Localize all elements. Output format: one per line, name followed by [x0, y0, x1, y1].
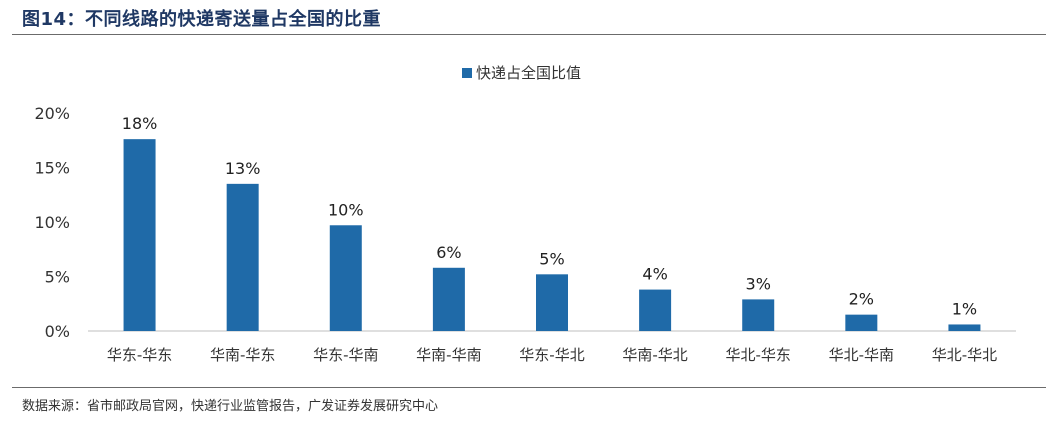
bar	[845, 314, 878, 331]
x-tick-label: 华北-华东	[726, 346, 791, 364]
bars	[123, 139, 981, 331]
source-note: 数据来源：省市邮政局官网，快递行业监管报告，广发证券发展研究中心	[22, 399, 439, 414]
x-tick-label: 华东-华东	[107, 346, 172, 364]
bar	[226, 183, 259, 331]
bar	[432, 267, 465, 331]
x-tick-label: 华南-华北	[622, 346, 687, 364]
y-tick-label: 10%	[34, 213, 70, 232]
x-tick-label: 华北-华南	[829, 346, 894, 364]
y-axis: 0% 5% 10% 15% 20%	[34, 104, 70, 341]
bar	[948, 324, 981, 331]
data-label: 1%	[952, 299, 977, 318]
legend-label: 快递占全国比值	[476, 64, 581, 82]
chart-legend: 快递占全国比值	[462, 64, 581, 82]
x-tick-label: 华南-华南	[416, 346, 481, 364]
bar	[123, 139, 156, 331]
bar	[329, 225, 362, 331]
y-tick-label: 0%	[45, 322, 70, 341]
data-label: 2%	[849, 290, 874, 309]
legend-swatch	[462, 68, 472, 78]
data-labels: 18% 13% 10% 6% 5% 4% 3% 2% 1%	[122, 114, 977, 318]
y-tick-label: 5%	[45, 268, 70, 287]
data-label: 3%	[746, 274, 771, 293]
bar	[536, 274, 568, 331]
bar	[639, 289, 672, 331]
y-tick-label: 15%	[34, 159, 70, 178]
data-label: 5%	[539, 249, 564, 268]
top-divider	[12, 34, 1046, 35]
data-label: 4%	[642, 265, 667, 284]
bar	[742, 299, 775, 331]
x-tick-label: 华东-华南	[313, 346, 378, 364]
x-tick-label: 华东-华北	[519, 346, 584, 364]
data-label: 10%	[328, 200, 364, 219]
data-label: 13%	[225, 159, 261, 178]
y-tick-label: 20%	[34, 104, 70, 123]
data-label: 18%	[122, 114, 158, 133]
x-tick-label: 华北-华北	[932, 346, 997, 364]
x-tick-label: 华南-华东	[210, 346, 275, 364]
figure-title: 图14：不同线路的快递寄送量占全国的比重	[22, 9, 382, 30]
x-axis: 华东-华东 华南-华东 华东-华南 华南-华南 华东-华北 华南-华北 华北-华东 华北-华南…	[88, 330, 1016, 364]
bottom-divider	[12, 387, 1046, 388]
data-label: 6%	[436, 243, 461, 262]
